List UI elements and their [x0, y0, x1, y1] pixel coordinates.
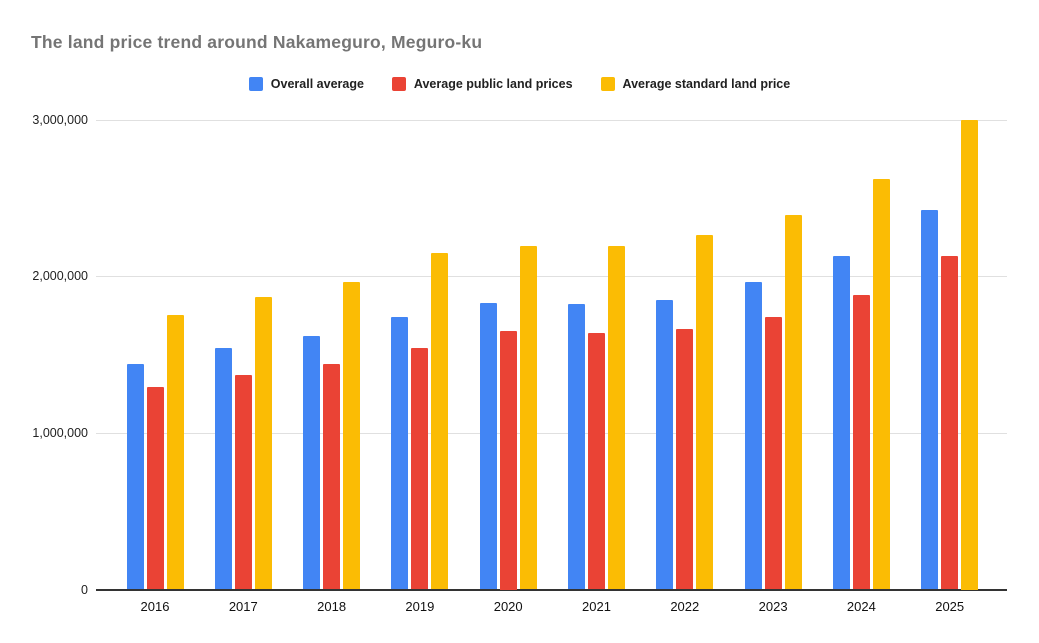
bar-average-standard-land-price-2020[interactable] [519, 246, 537, 590]
x-tick-label-2020: 2020 [493, 599, 523, 614]
bar-overall-average-2025[interactable] [921, 210, 939, 590]
bar-average-public-land-prices-2024[interactable] [852, 294, 870, 590]
y-tick-label-3,000,000: 3,000,000 [32, 112, 88, 127]
bar-average-standard-land-price-2016[interactable] [166, 315, 184, 590]
legend-label: Average standard land price [622, 77, 791, 91]
bar-average-public-land-prices-2022[interactable] [676, 329, 694, 590]
legend-item-average-public-land-prices[interactable]: Average public land prices [391, 77, 573, 91]
bar-average-public-land-prices-2023[interactable] [764, 316, 782, 590]
bar-overall-average-2019[interactable] [391, 316, 409, 590]
bar-overall-average-2018[interactable] [303, 335, 321, 590]
x-tick-label-2017: 2017 [228, 599, 258, 614]
bar-average-standard-land-price-2022[interactable] [696, 235, 714, 590]
bar-overall-average-2016[interactable] [126, 363, 144, 590]
chart-legend: Overall average Average public land price… [0, 77, 1039, 91]
x-tick-label-2025: 2025 [935, 599, 965, 614]
bar-overall-average-2023[interactable] [744, 282, 762, 590]
bar-average-standard-land-price-2018[interactable] [343, 282, 361, 590]
x-tick-label-2018: 2018 [317, 599, 347, 614]
bar-average-standard-land-price-2019[interactable] [431, 252, 449, 590]
legend-label: Overall average [270, 77, 364, 91]
x-tick-label-2021: 2021 [582, 599, 611, 614]
bar-average-public-land-prices-2017[interactable] [234, 374, 252, 590]
chart-title: The land price trend around Nakameguro, … [31, 32, 483, 52]
bar-average-public-land-prices-2016[interactable] [146, 387, 164, 590]
gridline-1,000,000 [96, 432, 1007, 434]
bar-overall-average-2020[interactable] [479, 302, 497, 590]
gridline-2,000,000 [96, 276, 1007, 278]
y-tick-label-1,000,000: 1,000,000 [32, 425, 88, 440]
legend-item-overall-average[interactable]: Overall average [248, 77, 364, 91]
y-tick-label-2,000,000: 2,000,000 [32, 269, 88, 284]
bar-average-public-land-prices-2019[interactable] [411, 348, 429, 590]
x-tick-label-2022: 2022 [670, 599, 700, 614]
legend-label: Average public land prices [413, 77, 573, 91]
legend-swatch-icon [248, 77, 263, 91]
legend-swatch-icon [600, 77, 615, 91]
gridline-3,000,000 [96, 119, 1007, 121]
y-tick-label-0: 0 [81, 582, 88, 597]
legend-swatch-icon [391, 77, 406, 91]
bar-average-standard-land-price-2021[interactable] [608, 246, 625, 590]
bar-average-public-land-prices-2020[interactable] [499, 331, 517, 590]
bar-overall-average-2024[interactable] [832, 255, 850, 590]
x-tick-label-2016: 2016 [140, 599, 170, 614]
bar-average-standard-land-price-2024[interactable] [872, 179, 890, 590]
bar-average-standard-land-price-2023[interactable] [784, 215, 802, 590]
x-tick-label-2019: 2019 [405, 599, 435, 614]
bar-overall-average-2021[interactable] [568, 304, 585, 590]
bar-average-public-land-prices-2021[interactable] [588, 332, 605, 590]
bar-average-standard-land-price-2025[interactable] [961, 119, 979, 590]
x-axis-line [96, 589, 1007, 591]
x-tick-label-2024: 2024 [846, 599, 876, 614]
bar-overall-average-2022[interactable] [656, 299, 674, 590]
legend-item-average-standard-land-price[interactable]: Average standard land price [600, 77, 791, 91]
bar-average-public-land-prices-2025[interactable] [941, 255, 959, 590]
bar-average-standard-land-price-2017[interactable] [254, 296, 272, 590]
bar-average-public-land-prices-2018[interactable] [323, 363, 341, 590]
bar-overall-average-2017[interactable] [214, 348, 232, 590]
x-tick-label-2023: 2023 [758, 599, 788, 614]
